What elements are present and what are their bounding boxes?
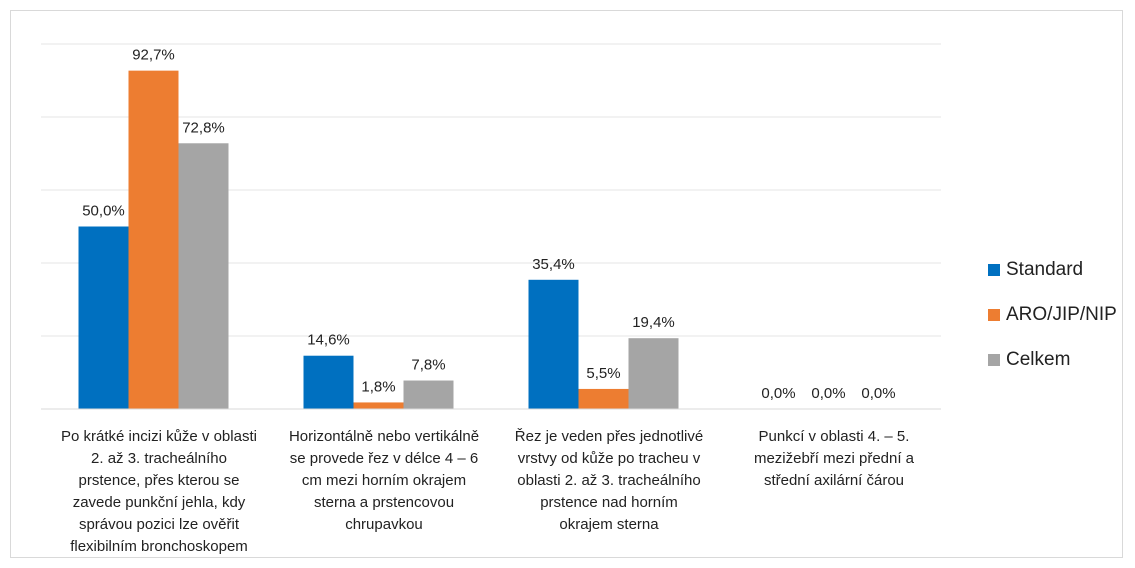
bar-aro-jip-nip-1 [128,70,179,409]
legend-swatch-celkem [988,353,1000,366]
bar-standard-2 [303,355,354,409]
legend-item-standard: Standard [988,247,1117,292]
data-label-standard-4: 0,0% [761,385,795,402]
legend-label-standard: Standard [1006,258,1084,280]
chart-frame: 50,0% 92,7% 72,8% 14,6% 1,8% 7,8% 35,4% 5,5% 19,… [10,10,1123,558]
data-label-standard-2: 14,6% [307,332,350,349]
data-label-aro-jip-nip-1: 92,7% [132,47,175,64]
legend-swatch-standard [988,263,1000,276]
data-label-standard-1: 50,0% [82,203,125,220]
bar-aro-jip-nip-3 [578,388,629,409]
data-label-standard-3: 35,4% [532,256,575,273]
legend-label-aro-jip-nip: ARO/JIP/NIP [1006,303,1117,325]
category-label-1: Po krátké incizi kůže v oblasti 2. až 3.… [61,428,257,555]
data-labels: 50,0% 92,7% 72,8% 14,6% 1,8% 7,8% 35,4% 5,5% 19,… [82,47,895,402]
bar-standard-3 [528,279,579,409]
legend-item-celkem: Celkem [988,337,1117,382]
bar-celkem-1 [178,143,229,409]
bar-celkem-3 [628,338,679,409]
data-label-aro-jip-nip-4: 0,0% [811,385,845,402]
category-label-3: Řez je veden přes jednotlivé vrstvy od k… [514,428,704,533]
data-label-celkem-1: 72,8% [182,119,225,136]
category-label-2: Horizontálně nebo vertikálně se provede … [288,428,480,533]
data-label-aro-jip-nip-2: 1,8% [361,378,395,395]
bars [78,70,679,409]
legend-label-celkem: Celkem [1006,348,1071,370]
bar-chart: 50,0% 92,7% 72,8% 14,6% 1,8% 7,8% 35,4% 5,5% 19,… [41,43,941,410]
data-label-celkem-4: 0,0% [861,385,895,402]
data-label-aro-jip-nip-3: 5,5% [586,365,620,382]
data-label-celkem-2: 7,8% [411,357,445,374]
category-label-4: Punkcí v oblasti 4. – 5. mezižebří mezi … [753,428,915,489]
data-label-celkem-3: 19,4% [632,314,675,331]
legend-item-aro-jip-nip: ARO/JIP/NIP [988,292,1117,337]
legend-swatch-aro-jip-nip [988,308,1000,321]
bar-standard-1 [78,226,129,409]
bar-aro-jip-nip-2 [353,402,404,409]
bar-celkem-2 [403,380,454,409]
legend: Standard ARO/JIP/NIP Celkem [988,247,1117,382]
